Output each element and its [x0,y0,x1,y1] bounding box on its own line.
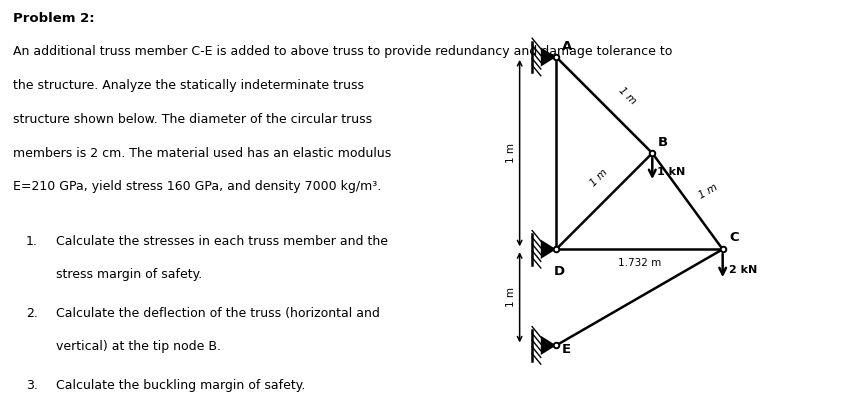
Text: Calculate the deflection of the truss (horizontal and: Calculate the deflection of the truss (h… [56,307,380,320]
Text: 1 m: 1 m [588,168,610,189]
Text: 1 m: 1 m [505,287,516,307]
Text: 2.: 2. [26,307,38,320]
Text: stress margin of safety.: stress margin of safety. [56,268,202,281]
Text: B: B [657,136,667,149]
Text: 1 m: 1 m [697,182,719,201]
Text: vertical) at the tip node B.: vertical) at the tip node B. [56,340,220,353]
Text: 2 kN: 2 kN [728,265,757,275]
Text: E: E [561,343,570,356]
Text: E=210 GPa, yield stress 160 GPa, and density 7000 kg/m³.: E=210 GPa, yield stress 160 GPa, and den… [13,180,381,194]
Text: A: A [561,40,572,53]
Text: members is 2 cm. The material used has an elastic modulus: members is 2 cm. The material used has a… [13,147,391,160]
Text: 1.: 1. [26,235,38,248]
Text: An additional truss member C-E is added to above truss to provide redundancy and: An additional truss member C-E is added … [13,45,672,59]
Text: 1 m: 1 m [505,143,516,163]
Text: Calculate the stresses in each truss member and the: Calculate the stresses in each truss mem… [56,235,387,248]
Text: Calculate the buckling margin of safety.: Calculate the buckling margin of safety. [56,379,305,392]
Text: the structure. Analyze the statically indeterminate truss: the structure. Analyze the statically in… [13,79,363,92]
Polygon shape [540,47,555,67]
Text: 1 m: 1 m [616,85,637,106]
Text: 3.: 3. [26,379,38,392]
Text: Problem 2:: Problem 2: [13,12,95,26]
Polygon shape [540,240,555,259]
Text: 1.732 m: 1.732 m [617,258,660,268]
Text: structure shown below. The diameter of the circular truss: structure shown below. The diameter of t… [13,113,372,126]
Text: D: D [554,265,565,278]
Text: 1 kN: 1 kN [656,167,684,177]
Text: C: C [728,232,738,244]
Polygon shape [540,336,555,355]
